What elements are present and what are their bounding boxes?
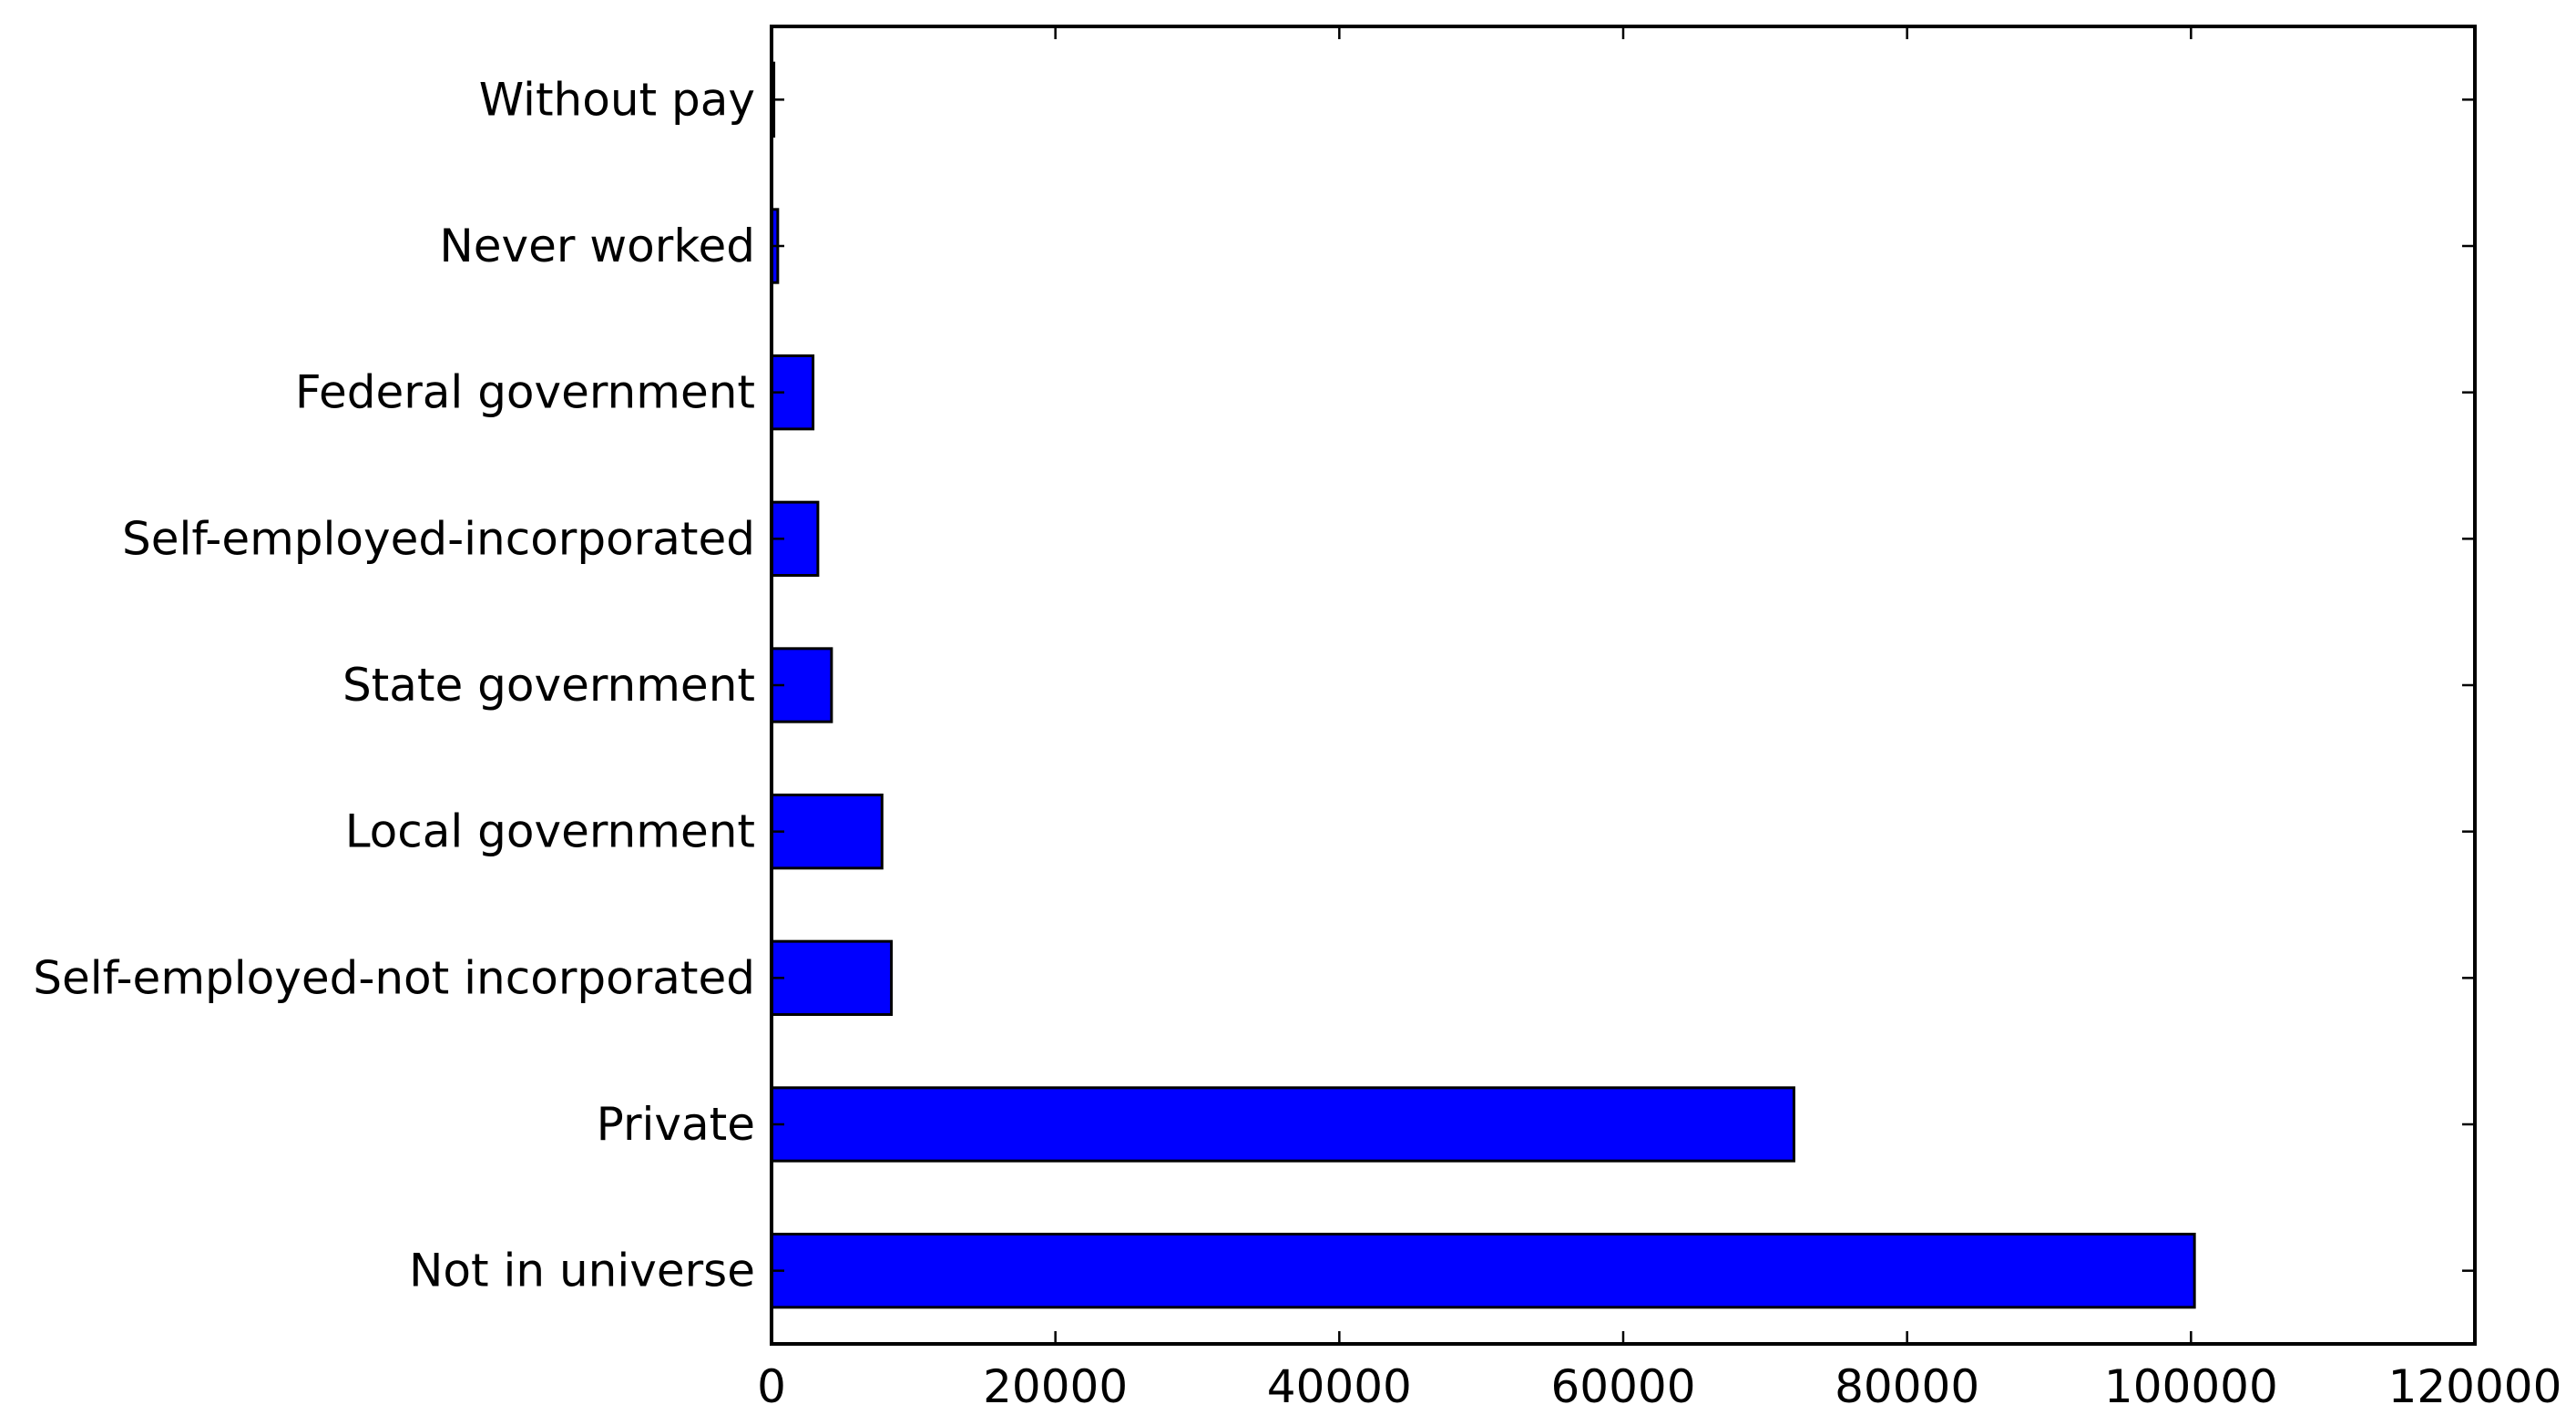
y-tick-label: Not in universe — [409, 1245, 755, 1297]
y-tick-label: Self-employed-not incorporated — [33, 951, 755, 1004]
x-tick-label: 0 — [757, 1360, 786, 1413]
plot-frame — [770, 25, 2477, 1346]
y-tick-label: Never worked — [439, 220, 755, 272]
x-tick-label: 120000 — [2388, 1360, 2562, 1413]
x-tick-label: 20000 — [983, 1360, 1128, 1413]
bar — [770, 1233, 2196, 1309]
y-tick-label: Self-employed-incorporated — [122, 512, 755, 565]
x-tick-label: 80000 — [1835, 1360, 1979, 1413]
x-tick-label: 100000 — [2104, 1360, 2278, 1413]
bar — [770, 939, 894, 1016]
y-tick-label: Private — [597, 1098, 755, 1151]
y-tick-label: Without pay — [479, 73, 755, 126]
x-tick-label: 60000 — [1550, 1360, 1695, 1413]
labels-layer: Not in universe Private Self-employed-not … — [33, 73, 2561, 1413]
bars-layer — [770, 61, 2196, 1309]
x-tick-label: 40000 — [1267, 1360, 1412, 1413]
bar — [770, 794, 884, 870]
y-tick-label: Federal government — [295, 366, 755, 419]
y-tick-label: State government — [342, 659, 755, 712]
y-tick-label: Local government — [345, 805, 755, 858]
bar — [770, 1086, 1795, 1163]
